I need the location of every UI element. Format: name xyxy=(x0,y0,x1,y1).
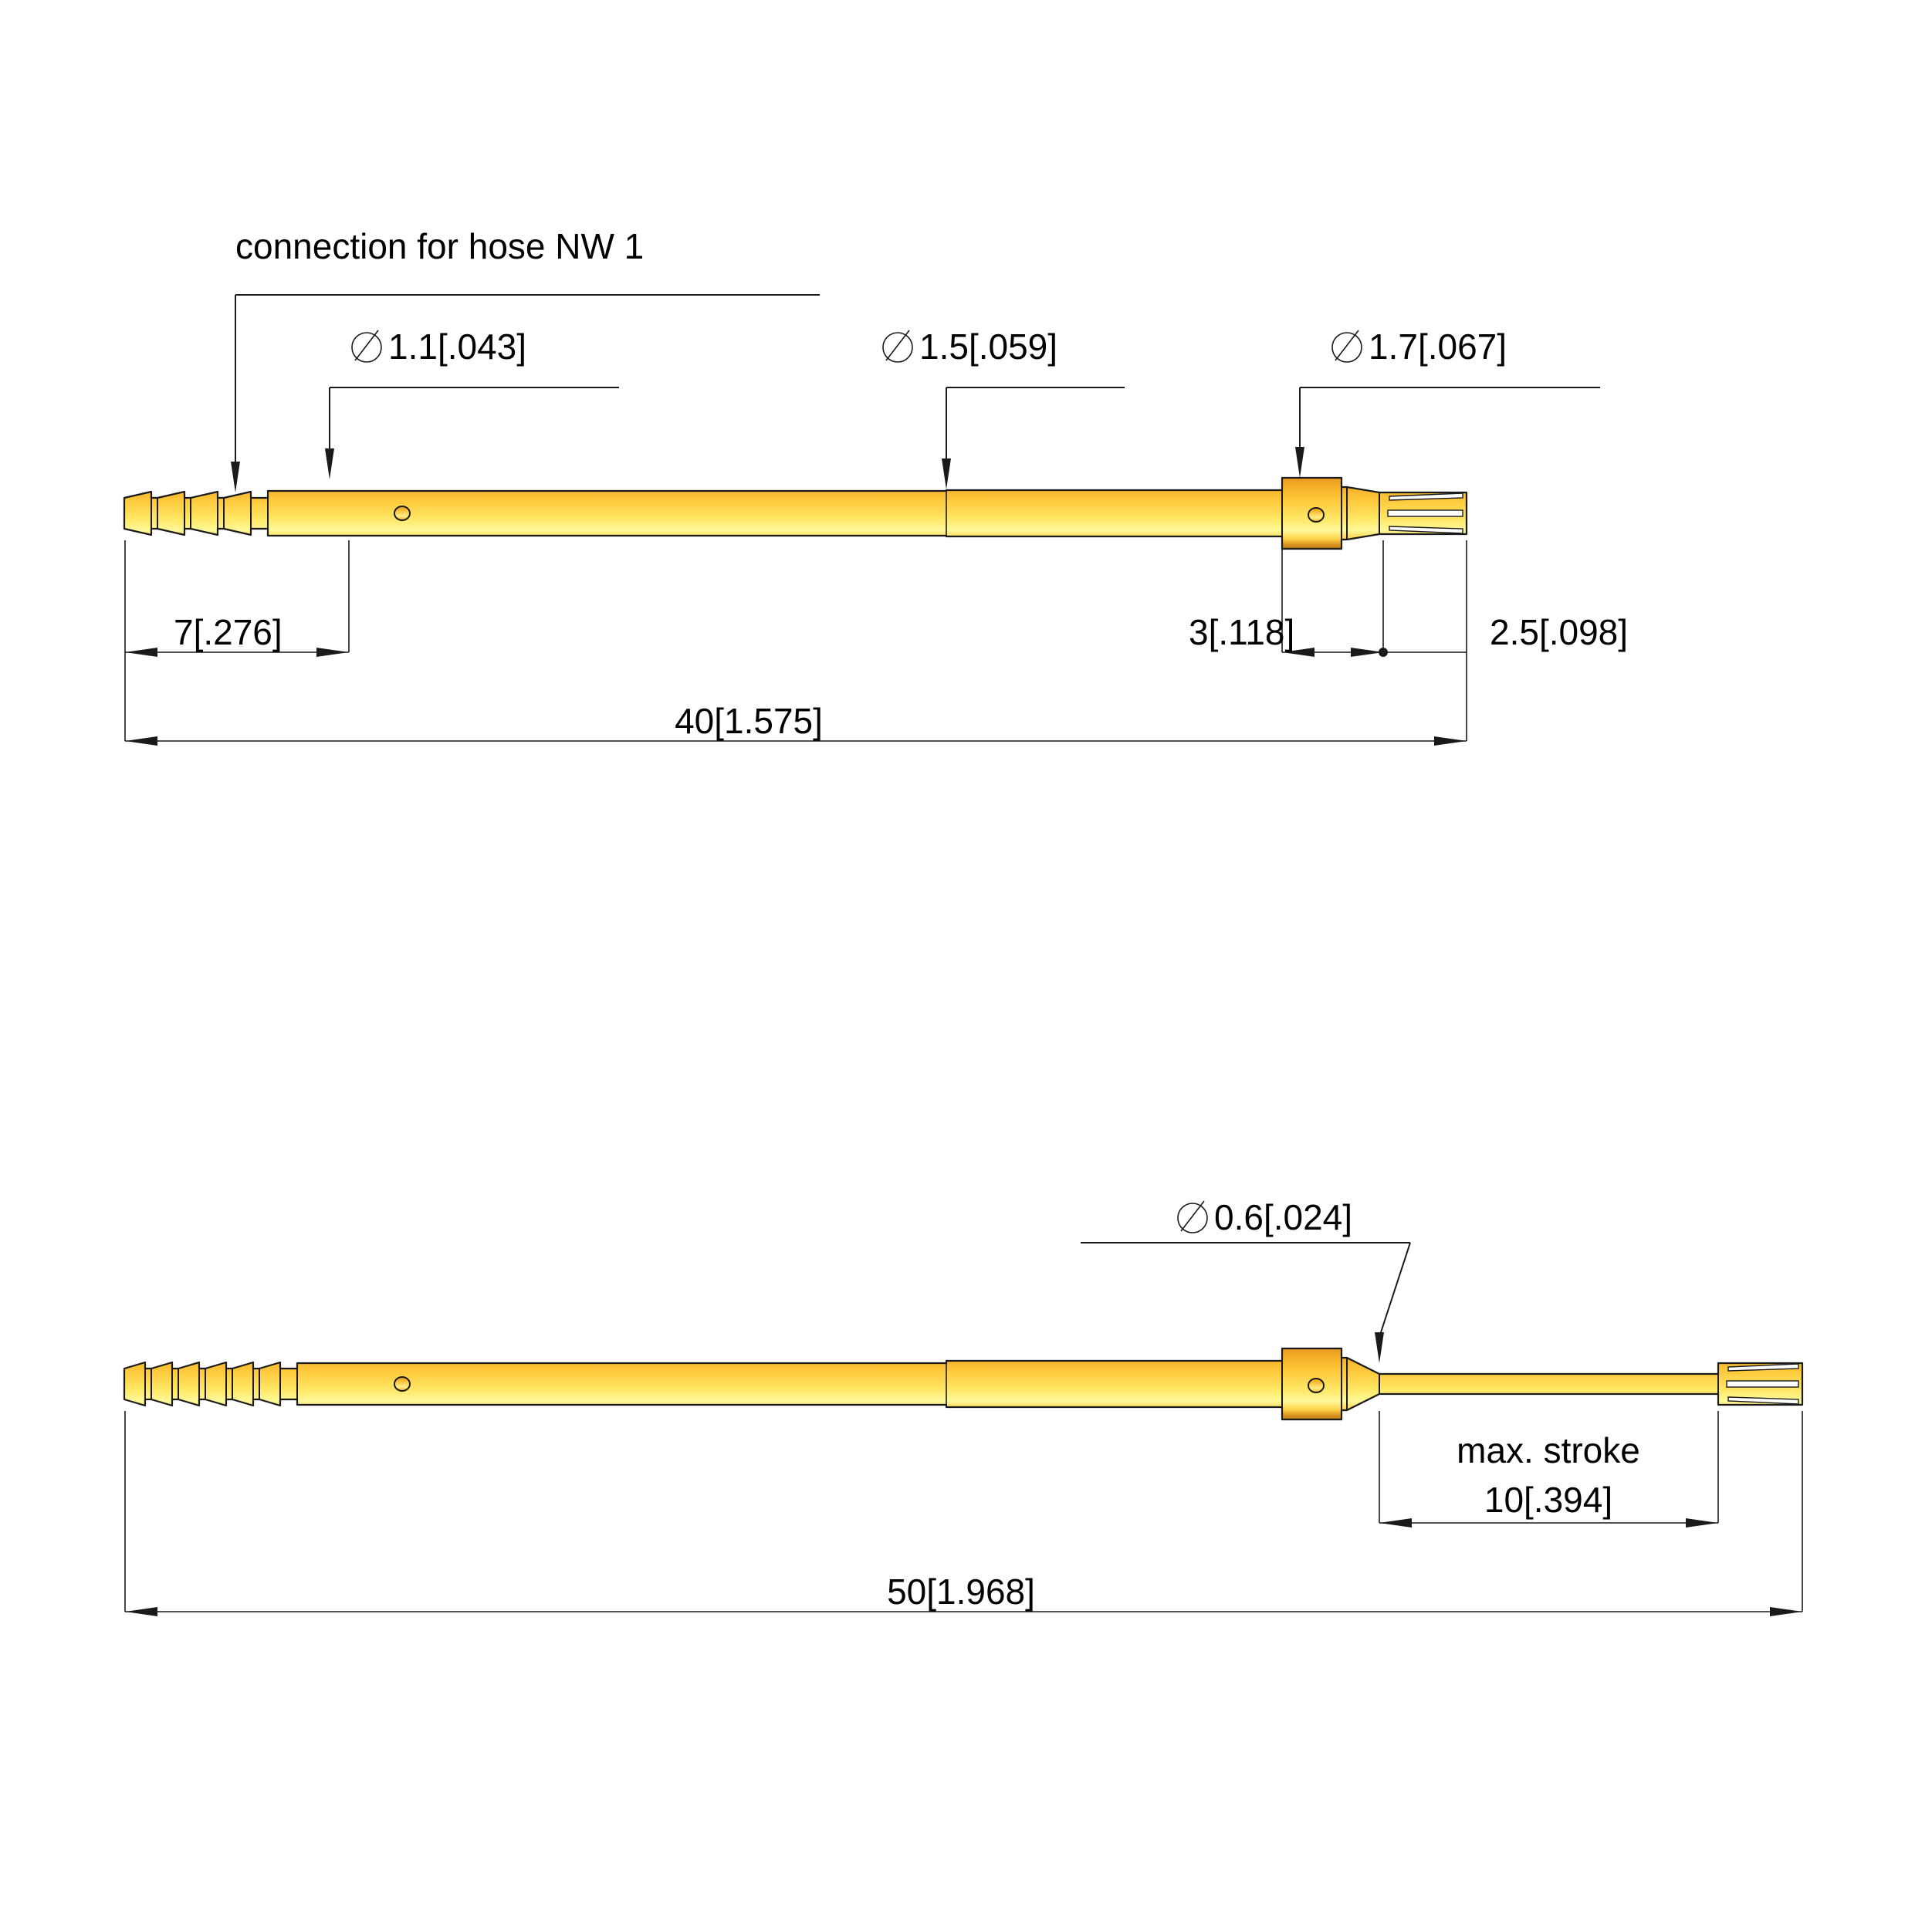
svg-text:1.5[.059]: 1.5[.059] xyxy=(919,327,1057,367)
svg-text:7[.276]: 7[.276] xyxy=(174,612,283,652)
svg-text:40[1.575]: 40[1.575] xyxy=(675,701,823,741)
svg-text:0.6[.024]: 0.6[.024] xyxy=(1214,1197,1352,1237)
svg-text:10[.394]: 10[.394] xyxy=(1484,1480,1612,1520)
svg-text:max. stroke: max. stroke xyxy=(1457,1430,1640,1470)
svg-text:2.5[.098]: 2.5[.098] xyxy=(1490,612,1628,652)
svg-text:1.7[.067]: 1.7[.067] xyxy=(1369,327,1507,367)
svg-text:1.1[.043]: 1.1[.043] xyxy=(388,327,526,367)
svg-text:50[1.968]: 50[1.968] xyxy=(887,1572,1035,1612)
svg-text:connection for hose NW 1: connection for hose NW 1 xyxy=(235,226,644,266)
svg-text:3[.118]: 3[.118] xyxy=(1189,612,1294,652)
